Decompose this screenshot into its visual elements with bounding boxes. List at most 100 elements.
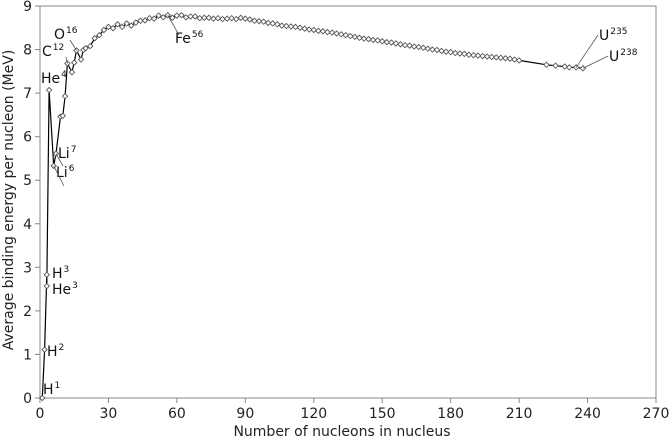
data-point [351,33,359,41]
data-point [205,14,213,21]
data-point [264,19,272,27]
x-tick-label: 240 [574,406,601,422]
isotope-label: C12 [42,43,64,60]
x-tick-label: 270 [643,406,669,422]
data-point [251,17,258,25]
data-point [159,14,167,21]
data-point [433,46,441,54]
data-point [360,35,368,42]
y-axis-label: Average binding energy per nucleon (MeV) [1,50,17,351]
data-point [43,271,51,278]
data-point [61,92,69,100]
y-tick-label: 7 [23,86,32,102]
leader-line [69,39,77,51]
data-point [292,23,299,31]
data-point [388,39,395,46]
y-tick-label: 9 [23,0,32,15]
data-point [283,22,290,30]
data-point [515,57,523,64]
data-point [150,15,158,22]
data-point [39,394,46,402]
data-point [155,12,162,19]
data-point [552,62,559,69]
isotope-label: He3 [52,281,78,298]
data-point [196,14,203,22]
isotope-label: Li6 [56,164,75,181]
data-point [356,34,363,42]
data-point [374,37,381,44]
data-point [378,38,386,45]
data-point [479,52,486,60]
series [39,11,587,402]
data-point [100,26,108,34]
data-point [451,49,459,57]
data-point [493,54,500,61]
x-tick-label: 60 [168,406,186,422]
data-point [383,38,391,46]
data-point [96,31,103,39]
data-point [52,150,60,157]
data-point [228,14,235,22]
data-point [506,55,514,62]
data-point [502,55,509,62]
data-point [41,346,48,353]
data-point [178,11,185,19]
data-point [543,61,550,69]
data-point [45,86,53,94]
data-point [274,21,281,28]
isotope-label: H3 [52,265,69,282]
series-line [41,14,584,399]
y-tick-label: 4 [23,217,32,233]
data-point [442,48,450,55]
data-point [214,14,222,22]
data-point [319,28,327,35]
data-point [579,65,587,72]
data-point [77,56,85,63]
data-point [401,41,409,49]
data-point [132,19,140,26]
data-point [68,68,76,76]
data-point [123,20,130,27]
y-tick-label: 1 [23,347,32,363]
data-point [146,14,153,22]
data-point [456,50,464,57]
data-point [561,63,568,70]
data-point [424,45,432,52]
data-point [410,43,418,50]
data-point [137,17,144,25]
leader-line [582,55,609,69]
y-tick-label: 8 [23,43,32,59]
data-point [420,44,427,52]
isotope-label: H2 [47,343,64,360]
leader-line [167,14,180,36]
y-tick-label: 2 [23,304,32,320]
data-point [315,27,322,35]
x-tick-label: 90 [236,406,254,422]
ticks: 0 30 60 90 120 150 180 210 240 270 0 1 2 3 4 5 6 7 8 9 [23,0,669,422]
data-point [255,18,263,25]
data-point [128,22,135,29]
data-point [109,24,117,32]
data-point [114,21,121,28]
plot-frame [39,5,657,399]
data-point [269,20,276,27]
data-point [82,45,89,52]
data-point [310,26,318,34]
data-point [191,13,199,20]
x-tick-label: 120 [300,406,327,422]
data-point [415,43,422,51]
data-point [324,28,331,36]
data-point [242,15,249,22]
data-point [232,15,240,23]
isotope-label: Li7 [58,145,76,162]
data-point [169,14,176,21]
data-point [70,59,78,66]
data-point [465,51,473,59]
data-point [438,47,445,55]
data-point [369,36,377,44]
data-point [237,14,245,21]
data-point [118,23,126,31]
data-point [566,64,573,71]
